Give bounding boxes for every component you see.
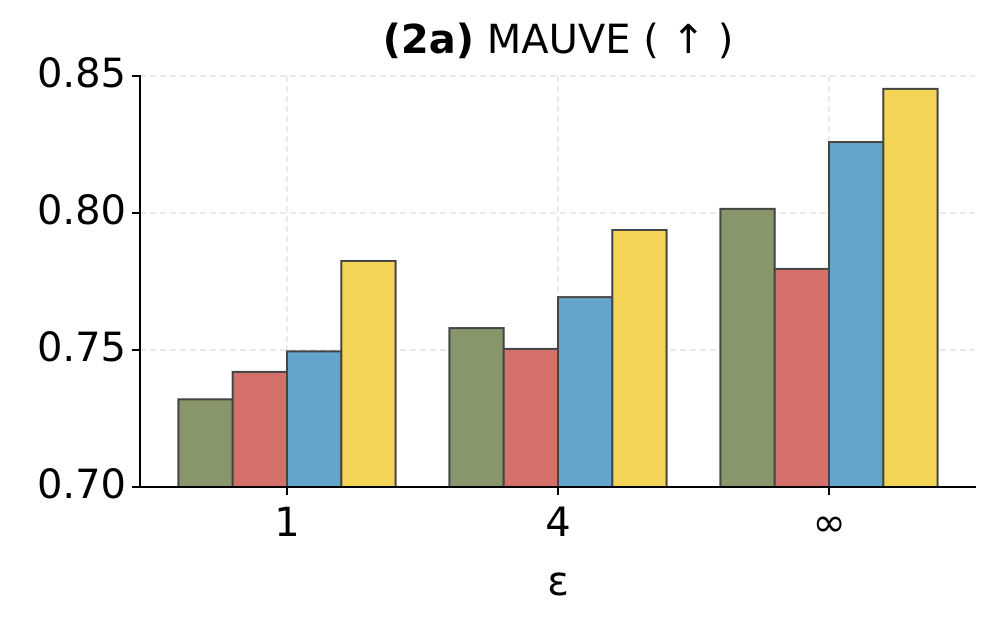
x-tick-label: 4: [545, 500, 570, 546]
y-tick-label: 0.70: [37, 462, 126, 508]
bar: [773, 267, 831, 488]
bar: [177, 398, 234, 489]
x-tick-label: 1: [274, 500, 299, 546]
title-prefix: (2a): [383, 17, 474, 63]
bar: [557, 296, 614, 489]
bar: [448, 327, 505, 488]
x-axis-label: ε: [547, 559, 569, 605]
bar: [340, 259, 397, 489]
y-tick-label: 0.75: [37, 325, 126, 371]
bar: [611, 228, 668, 488]
bar: [286, 350, 343, 488]
bar: [719, 207, 776, 488]
title-text: MAUVE ( ↑ ): [487, 17, 734, 63]
y-tick-label: 0.85: [37, 51, 126, 97]
bar: [882, 87, 939, 489]
y-tick-label: 0.80: [37, 188, 126, 234]
bar: [231, 370, 288, 489]
bar: [828, 141, 885, 488]
x-tick-label: ∞: [812, 500, 845, 546]
chart-title: (2a) MAUVE ( ↑ ): [383, 17, 734, 63]
bars: [177, 87, 939, 489]
bar: [502, 347, 560, 488]
